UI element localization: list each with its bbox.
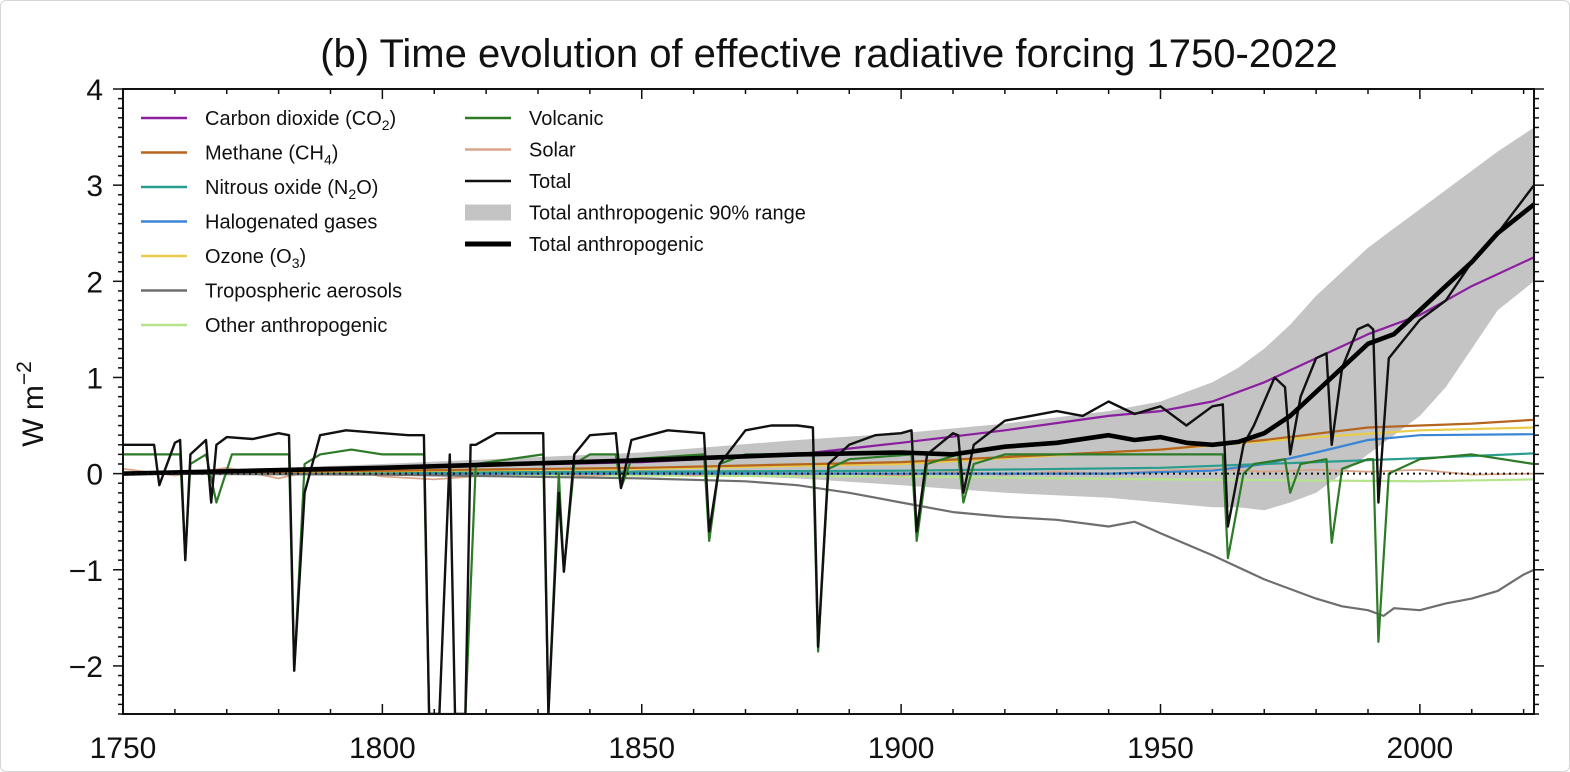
y-tick-label: −1 [69,555,103,588]
x-tick-label: 1800 [349,732,416,765]
chart-title: (b) Time evolution of effective radiativ… [320,32,1338,76]
legend-label-nitrous-oxide-n2o: Nitrous oxide (N2O) [205,177,378,202]
x-tick-label: 1750 [90,732,157,765]
legend-label-halogenated-gases: Halogenated gases [205,212,377,234]
y-tick-label: 3 [86,170,103,203]
y-axis-label-exponent: −2 [13,361,36,385]
series-tropospheric-aerosols-line [123,472,1534,618]
legend-label-total-anthropogenic: Total anthropogenic [529,234,704,256]
x-tick-label: 1900 [868,732,935,765]
series-layer [123,183,1534,714]
legend-label-total: Total [529,171,571,193]
legend-label-other-anthropogenic: Other anthropogenic [205,315,387,337]
legend-label-total-anthropogenic-90-range: Total anthropogenic 90% range [529,203,806,225]
y-tick-label: 4 [86,74,103,107]
y-axis-label: W m−2 [13,361,50,447]
series-other-anthropogenic-line [123,472,1534,483]
legend-label-solar: Solar [529,140,576,162]
legend-label-methane-ch4: Methane (CH4) [205,143,338,168]
y-tick-label: 1 [86,362,103,395]
legend: Carbon dioxide (CO2) Methane (CH4) Nitrous… [141,108,806,337]
plot-frame [122,88,1535,715]
legend-label-carbon-dioxide-co2: Carbon dioxide (CO2) [205,108,396,133]
legend-swatch-total-anthropogenic-90-range [465,204,511,221]
series-total-anthropogenic-90-range-band [123,127,1534,511]
x-tick-label: 1950 [1127,732,1194,765]
y-axis-label-base: W m [17,385,50,447]
y-tick-label: 2 [86,266,103,299]
x-tick-label: 1850 [608,732,675,765]
range-band-layer [123,127,1534,511]
axes-layer: 1750 1800 1850 1900 1950 2000 −2 −1 0 1 2 3 4 [69,74,1544,765]
legend-label-tropospheric-aerosols: Tropospheric aerosols [205,281,402,303]
legend-label-ozone-o3: Ozone (O3) [205,246,306,271]
y-tick-label: −2 [69,651,103,684]
x-tick-label: 2000 [1387,732,1454,765]
legend-label-volcanic: Volcanic [529,108,604,130]
series-total-line [123,183,1534,714]
series-total-anthropogenic-line [123,202,1534,476]
y-tick-label: 0 [86,459,103,492]
